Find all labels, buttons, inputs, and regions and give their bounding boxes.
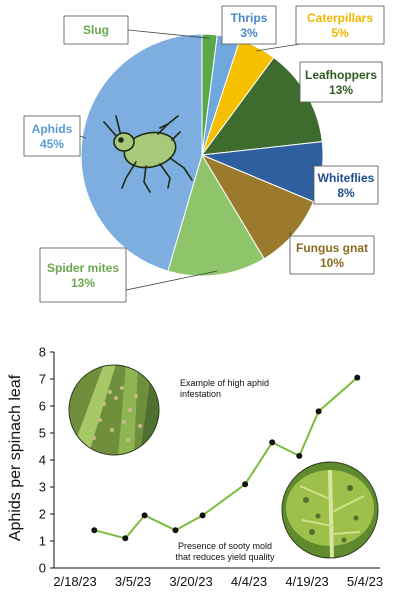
- callout-box: [23, 115, 81, 157]
- y-tick-label: 4: [39, 453, 46, 468]
- x-tick-label: 3/5/23: [115, 574, 151, 589]
- callout-leader-line: [79, 135, 87, 139]
- callout-box: [289, 235, 375, 275]
- y-tick-label: 5: [39, 426, 46, 441]
- pie-callouts: SlugThrips3%Caterpillars5%Leafhoppers13%…: [23, 5, 385, 303]
- line-series: [91, 374, 361, 542]
- line-chart: Aphids per spinach leaf 0 1 2 3 4 5 6 7 8 2/18/2…: [7, 345, 383, 590]
- data-point: [269, 439, 276, 446]
- pie-slices: [80, 33, 324, 277]
- callout-box: [63, 15, 129, 45]
- x-tick-label: 5/4/23: [347, 574, 383, 589]
- data-point: [296, 452, 303, 459]
- annotation-infestation-line-1: Example of high aphid: [180, 378, 269, 388]
- data-point: [199, 512, 206, 519]
- pie-chart: SlugThrips3%Caterpillars5%Leafhoppers13%…: [23, 5, 385, 303]
- x-tick-label: 4/4/23: [231, 574, 267, 589]
- data-point: [172, 527, 179, 534]
- y-ticks: 0 1 2 3 4 5 6 7 8: [39, 345, 54, 576]
- callout-leader-line: [125, 270, 217, 291]
- callout-leader-line: [127, 29, 210, 39]
- callout-label: Thrips: [231, 11, 268, 25]
- callout-label: Caterpillars: [307, 11, 373, 25]
- annotation-sooty-mold-line-2: that reduces yield quality: [175, 552, 275, 562]
- data-point: [315, 408, 322, 415]
- y-tick-label: 6: [39, 399, 46, 414]
- data-point: [122, 535, 129, 542]
- y-tick-label: 8: [39, 345, 46, 360]
- annotation-sooty-mold-line-1: Presence of sooty mold: [178, 541, 272, 551]
- callout-value: 13%: [71, 276, 95, 290]
- callout-box: [299, 61, 383, 103]
- callout-label: Aphids: [32, 122, 73, 136]
- x-tick-label: 3/20/23: [169, 574, 212, 589]
- callout-value: 8%: [337, 186, 355, 200]
- y-axis-title: Aphids per spinach leaf: [7, 374, 24, 541]
- callout-leader-line: [255, 43, 301, 52]
- data-point: [242, 481, 249, 488]
- x-tick-label: 2/18/23: [53, 574, 96, 589]
- callout-box: [295, 5, 385, 45]
- aphid-infestation-photo: [68, 364, 160, 456]
- pie-slice-fungus-gnat: [200, 153, 315, 260]
- x-ticks: 2/18/23 3/5/23 3/20/23 4/4/23 4/19/23 5/4/23: [53, 574, 383, 589]
- data-point: [141, 512, 148, 519]
- aphid-count-line: [94, 376, 358, 540]
- callout-value: 5%: [331, 26, 349, 40]
- annotation-infestation-line-2: infestation: [180, 389, 221, 399]
- y-tick-label: 3: [39, 480, 46, 495]
- y-tick-label: 2: [39, 507, 46, 522]
- callout-label: Slug: [83, 23, 109, 37]
- callout-value: 3%: [240, 26, 258, 40]
- callout-value: 13%: [329, 83, 353, 97]
- data-point: [354, 374, 361, 381]
- x-tick-label: 4/19/23: [285, 574, 328, 589]
- callout-label: Whiteflies: [318, 171, 375, 185]
- callout-label: Spider mites: [47, 261, 119, 275]
- callout-label: Leafhoppers: [305, 68, 377, 82]
- callout-value: 45%: [40, 137, 64, 151]
- callout-box: [313, 165, 379, 205]
- data-point: [91, 527, 98, 534]
- callout-label: Fungus gnat: [296, 241, 368, 255]
- sooty-mold-photo: [281, 461, 379, 559]
- callout-value: 10%: [320, 256, 344, 270]
- y-tick-label: 1: [39, 534, 46, 549]
- aphid-illustration: [103, 115, 193, 193]
- pie-slice-spider-mites: [167, 153, 265, 277]
- y-tick-label: 0: [39, 561, 46, 576]
- y-tick-label: 7: [39, 372, 46, 387]
- callout-box: [221, 5, 277, 45]
- callout-box: [39, 247, 127, 303]
